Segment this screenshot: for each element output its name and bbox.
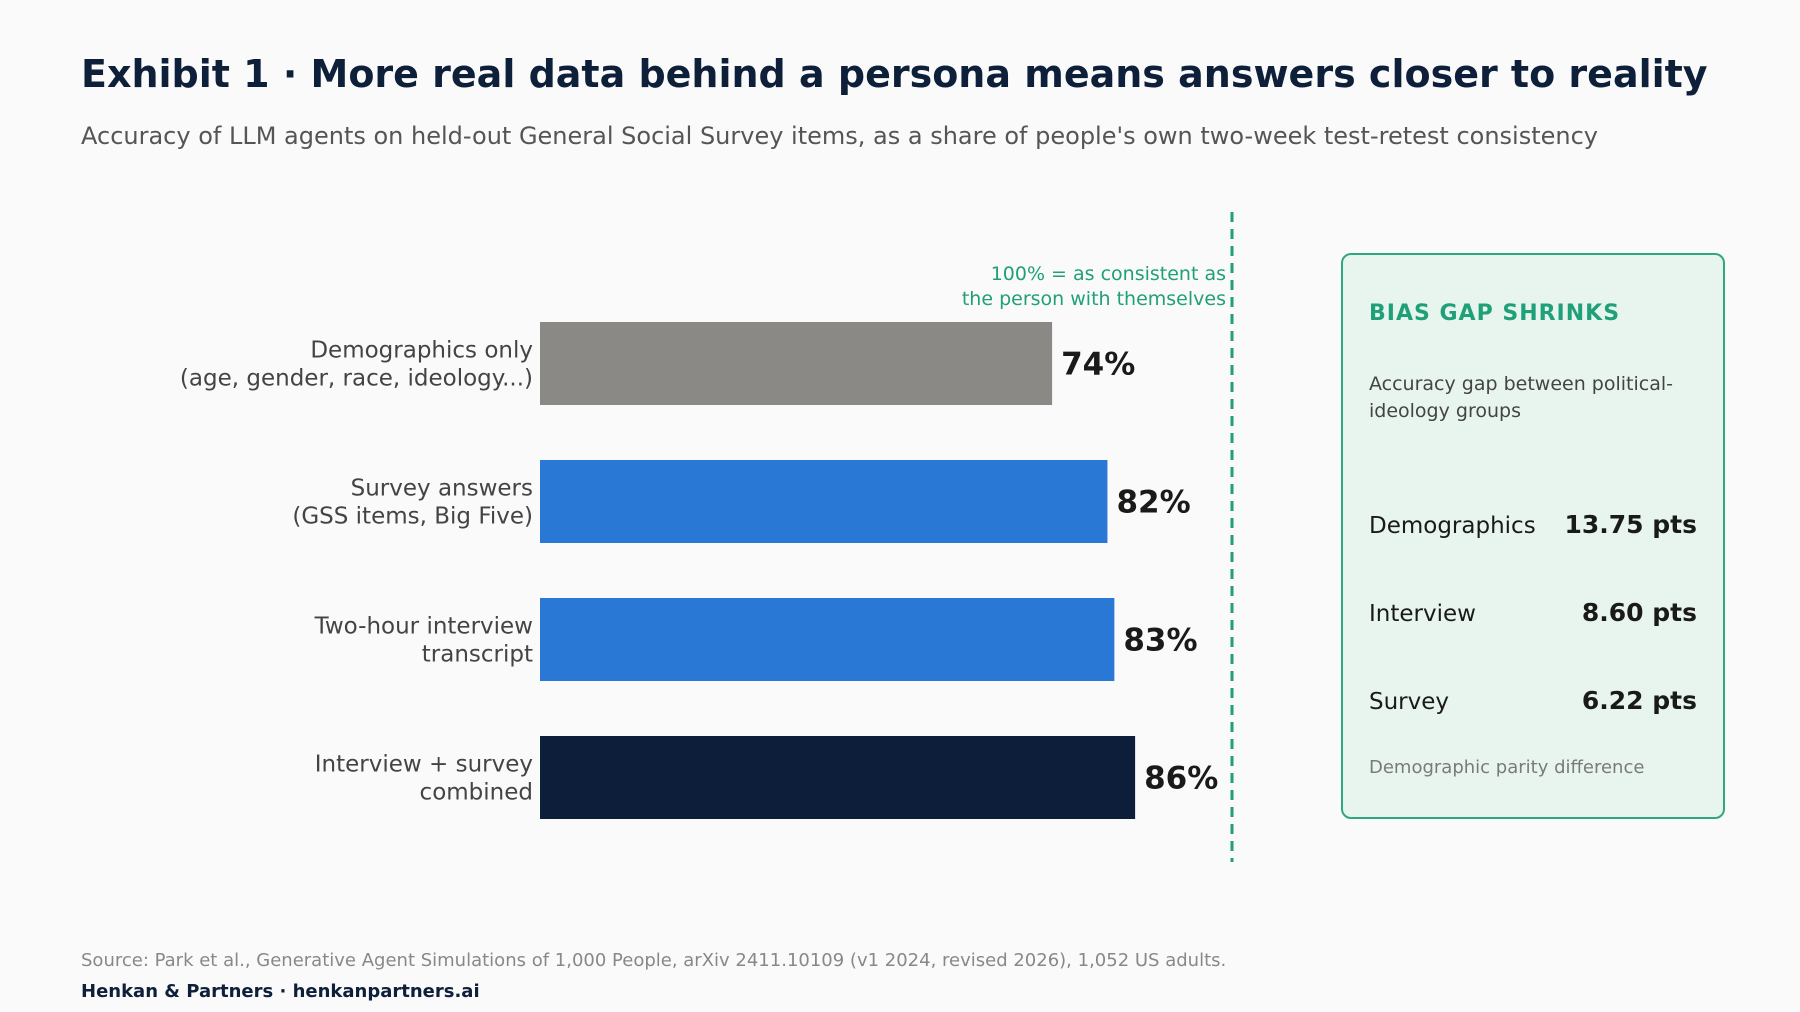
category-label-2: (GSS items, Big Five) bbox=[292, 504, 533, 530]
chart-title: Exhibit 1 · More real data behind a pers… bbox=[81, 52, 1708, 96]
brand-footer: Henkan & Partners · henkanpartners.ai bbox=[81, 981, 480, 1002]
value-label-2: 82% bbox=[1116, 485, 1190, 521]
chart-subtitle: Accuracy of LLM agents on held-out Gener… bbox=[81, 122, 1599, 150]
reference-label: the person with themselves bbox=[962, 288, 1226, 310]
source-note: Source: Park et al., Generative Agent Si… bbox=[81, 950, 1227, 971]
panel-row-value: 8.60 pts bbox=[1581, 598, 1697, 627]
category-label-4: combined bbox=[420, 780, 533, 806]
bias-gap-panel: BIAS GAP SHRINKS Accuracy gap between po… bbox=[1341, 253, 1725, 819]
panel-description: Accuracy gap between political-ideology … bbox=[1369, 373, 1673, 422]
bar-3 bbox=[540, 598, 1115, 681]
panel-row-value: 6.22 pts bbox=[1581, 686, 1697, 715]
panel-title: BIAS GAP SHRINKS bbox=[1369, 301, 1621, 326]
category-label-1: (age, gender, race, ideology...) bbox=[180, 366, 533, 392]
panel-row-value: 13.75 pts bbox=[1564, 510, 1697, 539]
bar-1 bbox=[540, 322, 1053, 405]
reference-label: 100% = as consistent as bbox=[991, 263, 1226, 285]
value-label-1: 74% bbox=[1061, 347, 1135, 383]
panel-row-label: Survey bbox=[1369, 689, 1450, 715]
reference-layer: 100% = as consistent as the person with t… bbox=[962, 212, 1234, 862]
panel-footnote: Demographic parity difference bbox=[1369, 757, 1645, 778]
panel-row-interview: Interview 8.60 pts bbox=[1369, 598, 1697, 627]
category-label-3: Two-hour interview bbox=[314, 614, 533, 640]
category-label-2: Survey answers bbox=[351, 476, 533, 502]
value-label-4: 86% bbox=[1144, 761, 1218, 797]
panel-row-label: Demographics bbox=[1369, 513, 1536, 539]
bar-4 bbox=[540, 736, 1136, 819]
category-label-3: transcript bbox=[422, 642, 533, 668]
panel-row-survey: Survey 6.22 pts bbox=[1369, 686, 1697, 715]
category-label-4: Interview + survey bbox=[315, 752, 533, 778]
value-label-3: 83% bbox=[1123, 623, 1197, 659]
bars-layer: 74% Demographics only(age, gender, race, … bbox=[180, 322, 1218, 819]
bar-2 bbox=[540, 460, 1108, 543]
panel-row-label: Interview bbox=[1369, 601, 1476, 627]
bar-chart: 74% Demographics only(age, gender, race, … bbox=[180, 212, 1234, 862]
category-label-1: Demographics only bbox=[310, 338, 533, 364]
panel-row-demographics: Demographics 13.75 pts bbox=[1369, 510, 1697, 539]
